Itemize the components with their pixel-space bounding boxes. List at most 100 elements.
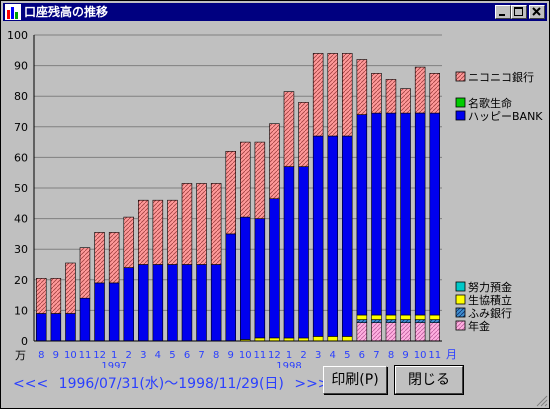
bar-segment (197, 265, 207, 342)
x-tick-label: 12 (268, 350, 281, 361)
x-tick-label: 3 (315, 350, 321, 361)
bar-segment (36, 314, 46, 342)
bar-segment (226, 234, 236, 341)
bar-segment (415, 315, 425, 320)
bar-segment (401, 320, 411, 323)
year-label: 1997 (101, 361, 126, 368)
x-tick-label: 4 (155, 350, 161, 361)
legend-swatch (456, 282, 465, 291)
bar-segment (328, 136, 338, 336)
bar-segment (299, 167, 309, 338)
bar-segment (284, 92, 294, 167)
bar-segment (153, 265, 163, 342)
bar-segment (211, 265, 221, 342)
bar-segment (430, 73, 440, 113)
date-range-label: 1996/07/31(水)〜1998/11/29(日) (59, 376, 284, 392)
minimize-button[interactable] (495, 5, 511, 19)
y-tick-label: 70 (14, 121, 28, 134)
x-tick-label: 1 (111, 350, 117, 361)
close-button[interactable]: 閉じる (395, 366, 463, 394)
bar-segment (415, 320, 425, 323)
bar-segment (372, 73, 382, 113)
legend-label: ふみ銀行 (468, 306, 512, 320)
title-bar[interactable]: 口座残高の推移 (3, 3, 547, 21)
x-tick-label: 8 (213, 350, 219, 361)
bar-segment (36, 278, 46, 313)
x-tick-label: 7 (373, 350, 379, 361)
chart-area: 0 10 20 30 40 50 60 70 80 90 100 8 9 10 11 12 1 2 3 4 5 6 7 8 9 1… (1, 23, 550, 368)
x-tick-label: 3 (140, 350, 146, 361)
bar-segment (372, 320, 382, 323)
x-tick-label: 5 (169, 350, 175, 361)
y-tick-label: 0 (21, 335, 28, 348)
bar-segment (284, 167, 294, 338)
bar-segment (430, 315, 440, 320)
x-tick-label: 2 (300, 350, 306, 361)
bar-segment (299, 102, 309, 166)
app-chart-icon (5, 4, 21, 20)
print-button[interactable]: 印刷(P) (323, 366, 387, 394)
bar-segment (357, 323, 367, 341)
x-tick-label: 11 (79, 350, 92, 361)
legend-label: 名歌生命 (468, 96, 512, 110)
legend-label: 生協積立 (468, 293, 512, 307)
bar-segment (430, 323, 440, 341)
bar-segment (386, 113, 396, 315)
bar-segment (182, 183, 192, 264)
y-tick-label: 20 (14, 274, 28, 287)
y-unit-label: 万 (15, 349, 26, 362)
y-tick-label: 40 (14, 213, 28, 226)
bar-segment (80, 298, 90, 341)
bar-segment (240, 142, 250, 217)
bar-segment (95, 232, 105, 283)
x-tick-label: 11 (428, 350, 441, 361)
bar-segment (51, 314, 61, 342)
bar-segment (430, 320, 440, 323)
bar-segment (415, 113, 425, 315)
bar-segment (386, 323, 396, 341)
legend-swatch (456, 321, 465, 330)
bar-segment (270, 124, 280, 199)
bar-segment (313, 136, 323, 336)
bar-segment (415, 67, 425, 113)
bar-segment (357, 60, 367, 115)
bar-segment (95, 283, 105, 341)
bar-segment (255, 219, 265, 338)
maximize-icon (512, 6, 526, 18)
bar-segment (109, 232, 119, 283)
x-tick-label: 2 (126, 350, 132, 361)
legend-label: ニコニコ銀行 (468, 70, 534, 84)
bar-segment (386, 320, 396, 323)
x-tick-label: 10 (414, 350, 427, 361)
bar-segment (415, 323, 425, 341)
x-tick-label: 6 (184, 350, 190, 361)
resize-grip-icon[interactable] (536, 395, 548, 407)
bar-segment (386, 79, 396, 113)
bar-segment (342, 53, 352, 136)
maximize-button[interactable] (511, 5, 527, 19)
x-tick-label: 8 (38, 350, 44, 361)
x-tick-label: 9 (228, 350, 234, 361)
bar-segment (124, 268, 134, 341)
bar-segment (430, 113, 440, 315)
bar-segment (357, 315, 367, 320)
bar-segment (66, 263, 76, 314)
bar-segment (401, 315, 411, 320)
legend-swatch (456, 98, 465, 107)
bar-segment (124, 217, 134, 268)
bar-segment (255, 142, 265, 219)
bar-segment (372, 113, 382, 315)
x-tick-label: 6 (359, 350, 365, 361)
bar-segment (109, 283, 119, 341)
legend-label: ハッピーBANK (468, 110, 543, 123)
prev-period-link[interactable]: <<< (13, 376, 48, 392)
bar-segment (386, 315, 396, 320)
close-window-button[interactable] (529, 5, 545, 19)
bar-segment (342, 336, 352, 341)
x-tick-label: 7 (198, 350, 204, 361)
bar-segment (168, 200, 178, 264)
bar-segment (372, 315, 382, 320)
bar-segment (197, 183, 207, 264)
